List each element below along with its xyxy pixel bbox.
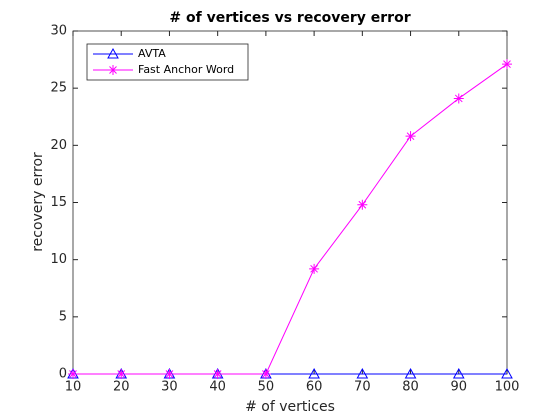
marker [164,369,175,379]
x-tick-label: 20 [113,380,130,395]
x-tick-label: 60 [306,380,323,395]
marker [356,367,369,379]
x-tick-label: 30 [161,380,178,395]
y-tick-label: 5 [59,309,67,324]
x-tick-label: 10 [65,380,82,395]
marker [260,369,271,379]
y-tick-label: 25 [50,81,67,96]
legend-label: Fast Anchor Word [138,63,234,76]
x-tick-label: 80 [402,380,419,395]
marker [357,199,368,210]
marker [68,369,78,379]
x-tick-label: 70 [354,380,371,395]
x-tick-label: 100 [495,380,520,395]
chart-title: # of vertices vs recovery error [169,10,410,26]
x-tick-label: 50 [258,380,275,395]
y-tick-label: 20 [50,138,67,153]
marker [405,131,416,142]
marker [501,367,513,379]
x-axis-label: # of vertices [245,399,335,415]
legend-label: AVTA [138,47,166,60]
marker [212,369,223,379]
plot-area [72,30,508,375]
marker [309,263,320,274]
legend-marker [108,65,118,75]
series-line [73,63,508,375]
x-tick-label: 40 [209,380,226,395]
x-tick-label: 90 [451,380,468,395]
y-tick-label: 15 [50,195,67,210]
legend: AVTA Fast Anchor Word [86,43,249,81]
marker [404,367,417,379]
y-axis-label: recovery error [30,152,46,252]
marker [453,93,464,104]
marker [502,59,512,70]
y-tick-label: 30 [50,24,67,39]
legend-marker [107,47,119,59]
y-tick-label: 10 [50,252,67,267]
y-tick-label: 0 [59,367,67,382]
marker [308,367,320,379]
marker [116,369,127,379]
marker [452,367,465,379]
